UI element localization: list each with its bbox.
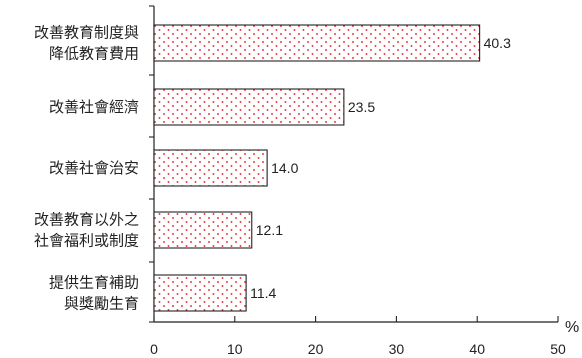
x-axis-unit-label: %	[565, 319, 579, 336]
bar	[153, 211, 253, 249]
category-label: 社會福利或制度	[34, 232, 139, 250]
x-tick-label: 0	[150, 341, 158, 357]
category-label: 降低教育費用	[49, 45, 139, 63]
x-tick-label: 40	[469, 341, 485, 357]
category-label: 提供生育補助	[49, 274, 139, 292]
x-tick-label: 10	[227, 341, 243, 357]
bar-value-label: 11.4	[250, 285, 276, 301]
bar-value-label: 40.3	[484, 35, 511, 51]
axis-layer: 0 10 20 30 40 50%	[149, 5, 579, 357]
x-tick-label: 30	[389, 341, 405, 357]
bar	[153, 88, 345, 126]
category-label: 改善社會治安	[49, 159, 139, 177]
bar	[153, 24, 481, 62]
category-label: 改善社會經濟	[49, 98, 139, 116]
category-label: 改善教育制度與	[34, 24, 139, 42]
category-label: 改善教育以外之	[34, 211, 139, 229]
category-label: 與獎勵生育	[64, 295, 139, 313]
bar-value-label: 23.5	[348, 99, 375, 115]
bar	[153, 274, 247, 312]
x-tick-label: 20	[308, 341, 324, 357]
bar-value-label: 14.0	[271, 160, 298, 176]
bar-value-label: 12.1	[256, 222, 283, 238]
bar	[153, 149, 268, 187]
x-tick-label: 50	[550, 341, 566, 357]
bar-layer	[153, 24, 481, 312]
